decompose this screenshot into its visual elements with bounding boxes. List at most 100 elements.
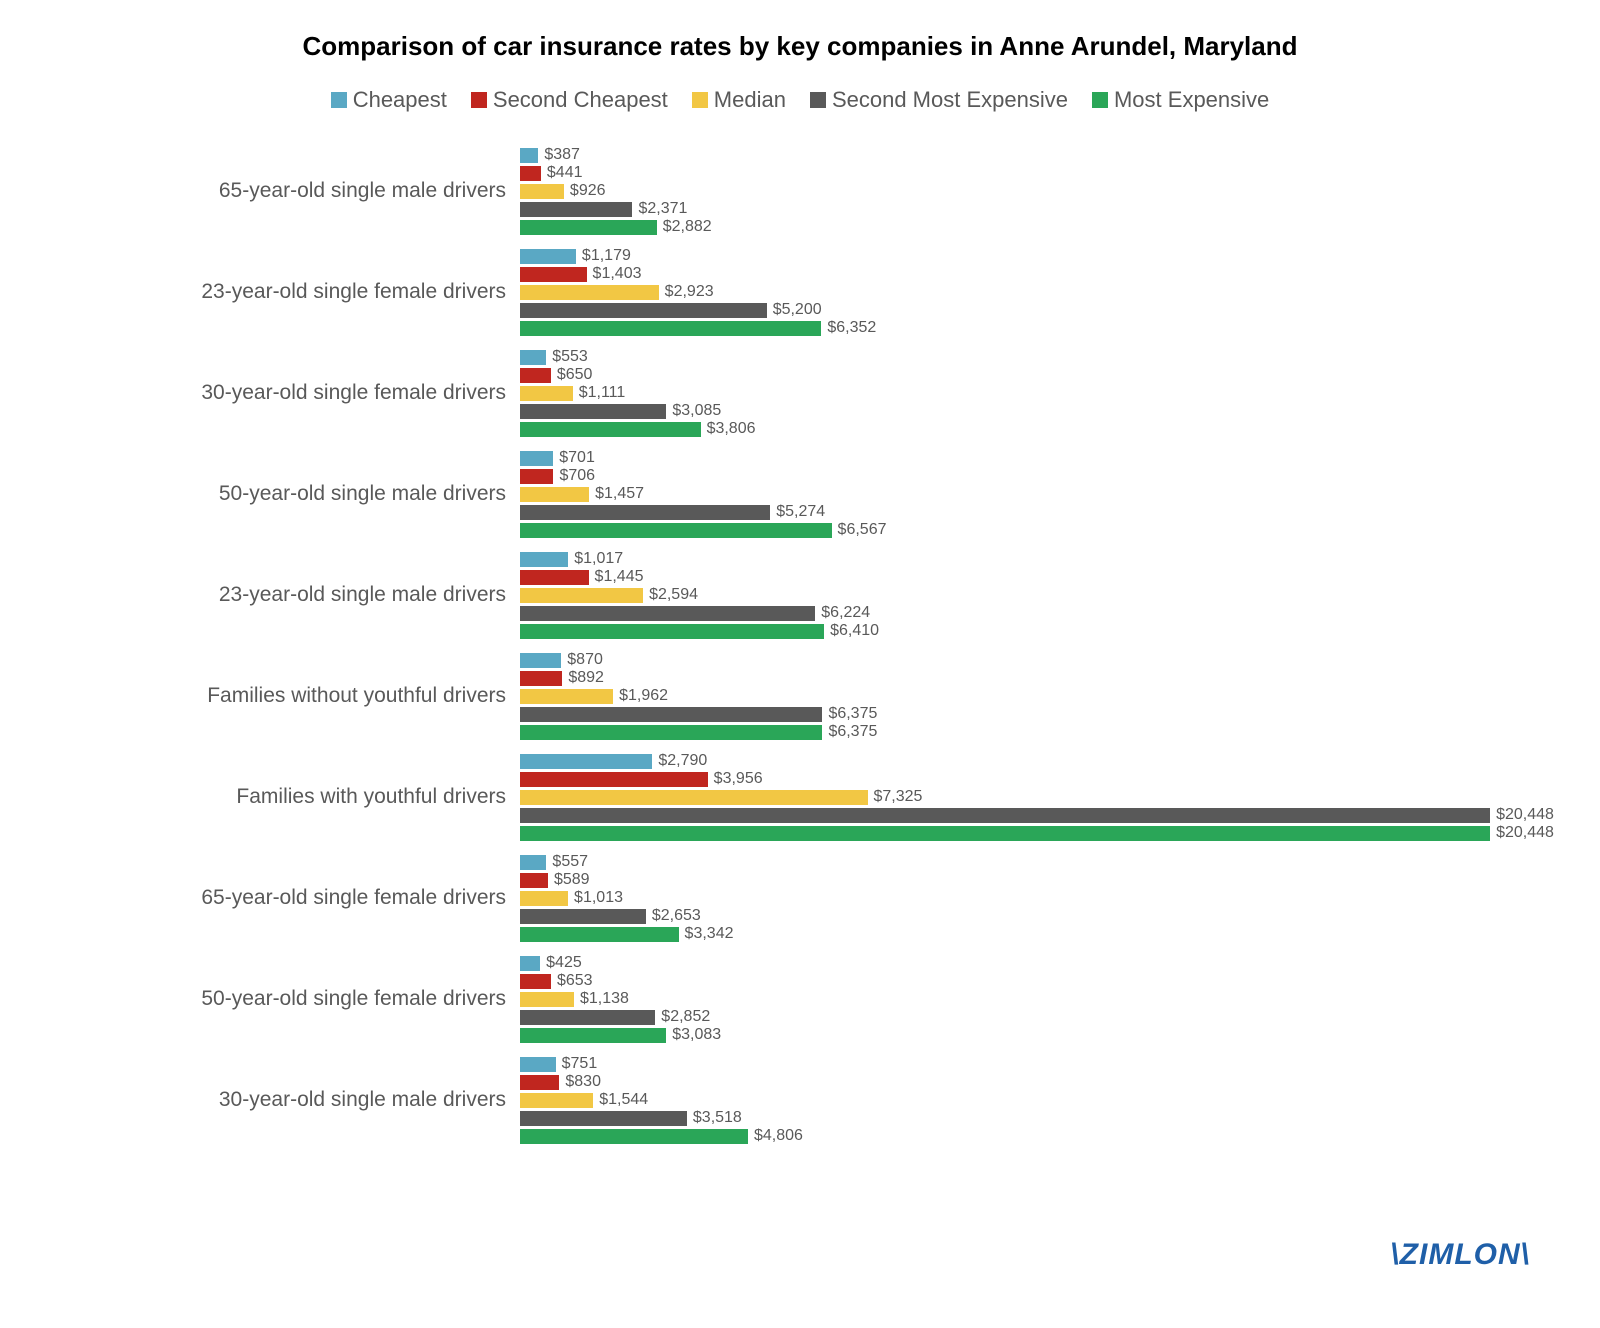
bar	[520, 202, 632, 217]
bar-row: $926	[520, 184, 1540, 199]
category-row: 23-year-old single female drivers $1,179 $…	[60, 242, 1540, 343]
value-label: $830	[565, 1073, 601, 1091]
value-label: $6,375	[828, 723, 877, 741]
category-bars: $701$706$1,457$5,274$6,567	[520, 444, 1540, 545]
value-label: $1,544	[599, 1091, 648, 1109]
bar	[520, 653, 561, 668]
value-label: $3,518	[693, 1109, 742, 1127]
bar-row: $5,274	[520, 505, 1540, 520]
bar	[520, 552, 568, 567]
value-label: $4,806	[754, 1127, 803, 1145]
category-label: 30-year-old single female drivers	[60, 381, 520, 405]
bar	[520, 249, 576, 264]
chart-plot-area: 65-year-old single male drivers$387$441$…	[60, 141, 1540, 1151]
bar-row: $892	[520, 671, 1540, 686]
bar-row: $3,085	[520, 404, 1540, 419]
bar	[520, 855, 546, 870]
category-label: 23-year-old single female drivers	[60, 280, 520, 304]
category-row: Families with youthful drivers$2,790$3,9…	[60, 747, 1540, 848]
bar-row: $387	[520, 148, 1540, 163]
category-bars: $1,179$1,403$2,923$5,200$6,352	[520, 242, 1540, 343]
bar	[520, 974, 551, 989]
bar	[520, 469, 553, 484]
bar-row: $3,956	[520, 772, 1554, 787]
bar	[520, 368, 551, 383]
bar-row: $1,179	[520, 249, 1540, 264]
value-label: $5,200	[773, 301, 822, 319]
value-label: $441	[547, 164, 583, 182]
category-row: 30-year-old single male drivers$751$830$…	[60, 1050, 1540, 1151]
value-label: $3,806	[707, 420, 756, 438]
legend-item: Median	[692, 87, 786, 113]
category-row: 50-year-old single female drivers$425$65…	[60, 949, 1540, 1050]
bar-row: $1,017	[520, 552, 1540, 567]
bar	[520, 1057, 556, 1072]
value-label: $557	[552, 853, 588, 871]
bar-row: $2,852	[520, 1010, 1540, 1025]
bar-row: $6,352	[520, 321, 1540, 336]
bar	[520, 689, 613, 704]
value-label: $20,448	[1496, 806, 1554, 824]
legend-label: Second Cheapest	[493, 87, 668, 113]
category-bars: $2,790$3,956$7,325$20,448$20,448	[520, 747, 1554, 848]
legend-label: Most Expensive	[1114, 87, 1269, 113]
category-label: 23-year-old single male drivers	[60, 583, 520, 607]
bar	[520, 1010, 655, 1025]
bar	[520, 707, 822, 722]
value-label: $589	[554, 871, 590, 889]
bar	[520, 148, 538, 163]
legend-label: Cheapest	[353, 87, 447, 113]
category-row: 65-year-old single female drivers $557$58…	[60, 848, 1540, 949]
bar-row: $706	[520, 469, 1540, 484]
bar	[520, 523, 832, 538]
legend-item: Most Expensive	[1092, 87, 1269, 113]
bar	[520, 671, 562, 686]
bar	[520, 772, 708, 787]
bar-row: $6,224	[520, 606, 1540, 621]
chart-title: Comparison of car insurance rates by key…	[200, 30, 1400, 63]
category-label: 65-year-old single female drivers	[60, 886, 520, 910]
bar	[520, 350, 546, 365]
bar-row: $830	[520, 1075, 1540, 1090]
legend-item: Second Cheapest	[471, 87, 668, 113]
bar	[520, 1111, 687, 1126]
bar	[520, 451, 553, 466]
value-label: $2,852	[661, 1008, 710, 1026]
bar-row: $7,325	[520, 790, 1554, 805]
value-label: $1,138	[580, 990, 629, 1008]
legend-swatch	[471, 92, 487, 108]
bar-row: $4,806	[520, 1129, 1540, 1144]
value-label: $1,962	[619, 687, 668, 705]
category-bars: $425$653$1,138$2,852$3,083	[520, 949, 1540, 1050]
bar	[520, 927, 679, 942]
legend-swatch	[810, 92, 826, 108]
bar-row: $653	[520, 974, 1540, 989]
bar-row: $2,923	[520, 285, 1540, 300]
bar-row: $6,567	[520, 523, 1540, 538]
value-label: $3,342	[685, 925, 734, 943]
value-label: $6,352	[827, 319, 876, 337]
bar-row: $6,410	[520, 624, 1540, 639]
bar	[520, 624, 824, 639]
category-bars: $387$441$926$2,371$2,882	[520, 141, 1540, 242]
bar-row: $20,448	[520, 808, 1554, 823]
value-label: $5,274	[776, 503, 825, 521]
category-label: 50-year-old single male drivers	[60, 482, 520, 506]
legend-swatch	[331, 92, 347, 108]
bar-row: $1,013	[520, 891, 1540, 906]
value-label: $7,325	[874, 788, 923, 806]
legend-item: Second Most Expensive	[810, 87, 1068, 113]
bar	[520, 1129, 748, 1144]
category-row: Families without youthful drivers$870$89…	[60, 646, 1540, 747]
category-row: 23-year-old single male drivers$1,017$1,…	[60, 545, 1540, 646]
category-row: 30-year-old single female drivers$553$65…	[60, 343, 1540, 444]
bar-row: $2,653	[520, 909, 1540, 924]
bar-row: $2,594	[520, 588, 1540, 603]
bar-row: $441	[520, 166, 1540, 181]
zimlon-logo: \ZIMLON\	[1390, 1238, 1530, 1272]
bar-row: $1,457	[520, 487, 1540, 502]
bar	[520, 891, 568, 906]
value-label: $2,790	[658, 752, 707, 770]
value-label: $2,923	[665, 283, 714, 301]
bar-row: $3,083	[520, 1028, 1540, 1043]
